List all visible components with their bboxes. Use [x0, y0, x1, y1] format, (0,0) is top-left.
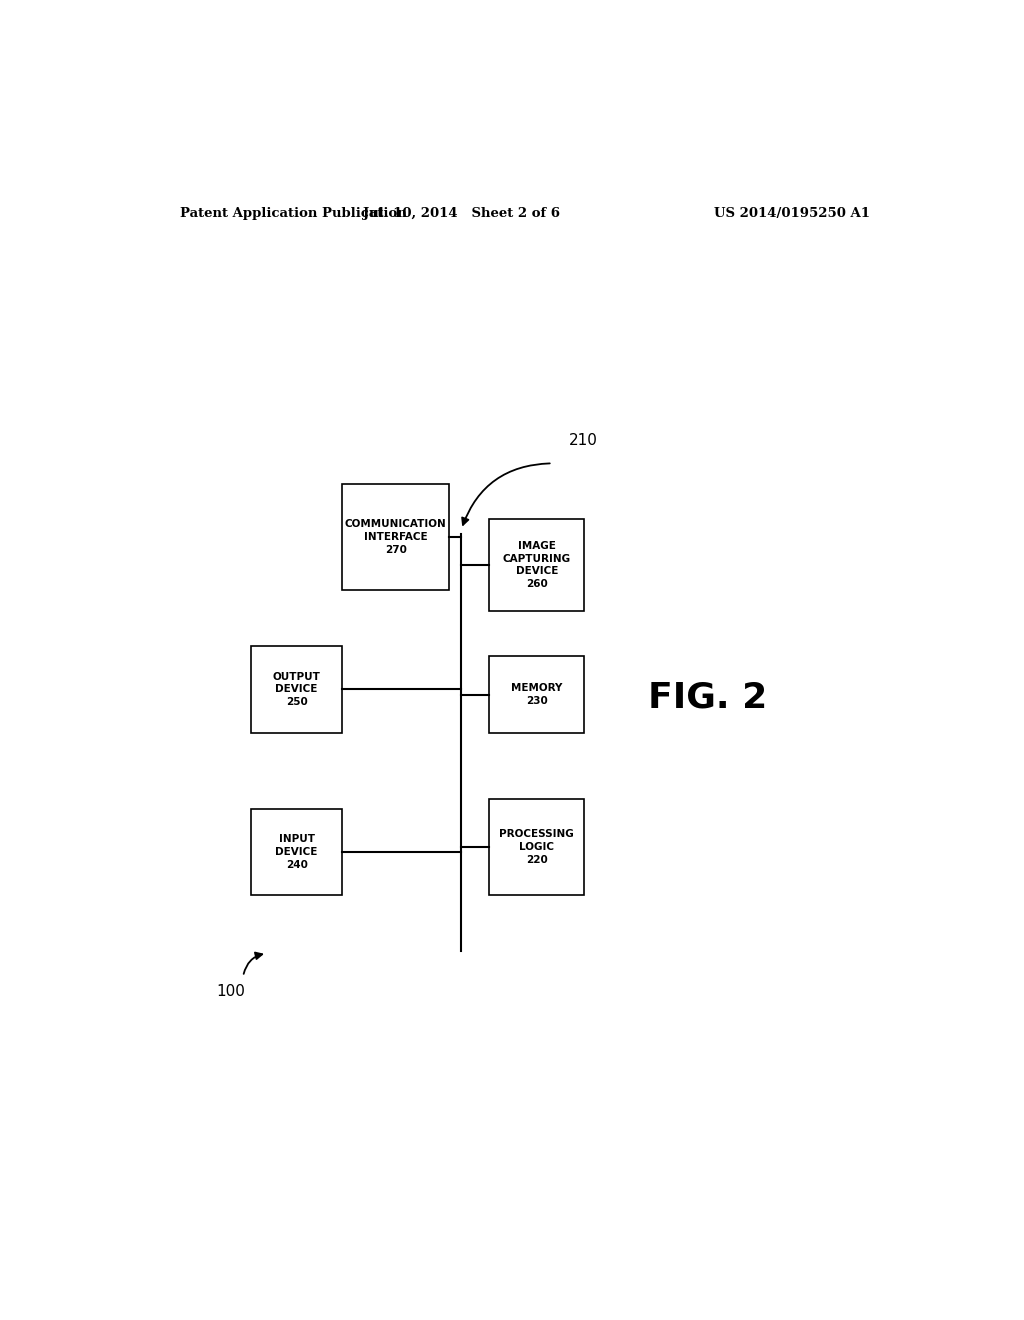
Text: IMAGE
CAPTURING
DEVICE
260: IMAGE CAPTURING DEVICE 260	[503, 541, 570, 589]
Text: Patent Application Publication: Patent Application Publication	[179, 207, 407, 220]
Text: US 2014/0195250 A1: US 2014/0195250 A1	[714, 207, 870, 220]
Text: COMMUNICATION
INTERFACE
270: COMMUNICATION INTERFACE 270	[345, 519, 446, 554]
Text: OUTPUT
DEVICE
250: OUTPUT DEVICE 250	[272, 672, 321, 708]
FancyBboxPatch shape	[251, 647, 342, 733]
Text: INPUT
DEVICE
240: INPUT DEVICE 240	[275, 834, 317, 870]
Text: 100: 100	[217, 983, 246, 999]
FancyBboxPatch shape	[489, 519, 585, 611]
Text: 210: 210	[568, 433, 597, 447]
FancyBboxPatch shape	[489, 656, 585, 733]
FancyBboxPatch shape	[342, 483, 450, 590]
FancyBboxPatch shape	[251, 809, 342, 895]
Text: PROCESSING
LOGIC
220: PROCESSING LOGIC 220	[500, 829, 574, 865]
Text: FIG. 2: FIG. 2	[648, 680, 767, 714]
Text: Jul. 10, 2014   Sheet 2 of 6: Jul. 10, 2014 Sheet 2 of 6	[362, 207, 560, 220]
Text: MEMORY
230: MEMORY 230	[511, 684, 562, 706]
FancyBboxPatch shape	[489, 799, 585, 895]
